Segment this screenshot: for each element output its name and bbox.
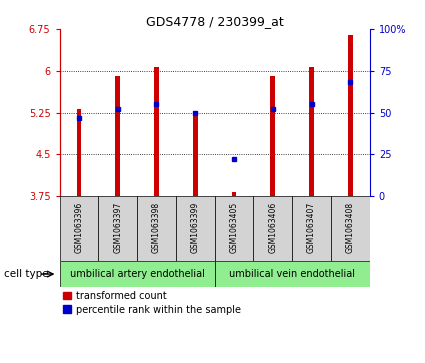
Bar — [137, 196, 176, 261]
Bar — [331, 196, 370, 261]
Bar — [193, 111, 198, 196]
Text: GSM1063397: GSM1063397 — [113, 202, 122, 253]
Text: GSM1063407: GSM1063407 — [307, 202, 316, 253]
Text: GSM1063405: GSM1063405 — [230, 202, 238, 253]
Bar — [215, 261, 370, 287]
Bar — [309, 68, 314, 196]
Bar — [232, 192, 236, 196]
Text: GSM1063398: GSM1063398 — [152, 202, 161, 253]
Bar — [292, 196, 331, 261]
Bar — [253, 196, 292, 261]
Legend: transformed count, percentile rank within the sample: transformed count, percentile rank withi… — [60, 287, 245, 318]
Bar — [348, 34, 353, 196]
Bar — [115, 76, 120, 196]
Bar — [215, 196, 253, 261]
Bar — [76, 109, 81, 196]
Title: GDS4778 / 230399_at: GDS4778 / 230399_at — [146, 15, 283, 28]
Bar — [176, 196, 215, 261]
Bar — [270, 76, 275, 196]
Text: GSM1063408: GSM1063408 — [346, 202, 355, 253]
Text: GSM1063396: GSM1063396 — [74, 202, 83, 253]
Bar — [98, 196, 137, 261]
Bar — [154, 68, 159, 196]
Text: umbilical vein endothelial: umbilical vein endothelial — [229, 269, 355, 279]
Text: GSM1063399: GSM1063399 — [191, 202, 200, 253]
Bar — [60, 196, 98, 261]
Text: umbilical artery endothelial: umbilical artery endothelial — [70, 269, 204, 279]
Text: GSM1063406: GSM1063406 — [268, 202, 277, 253]
Text: cell type: cell type — [4, 269, 49, 279]
Bar — [60, 261, 215, 287]
